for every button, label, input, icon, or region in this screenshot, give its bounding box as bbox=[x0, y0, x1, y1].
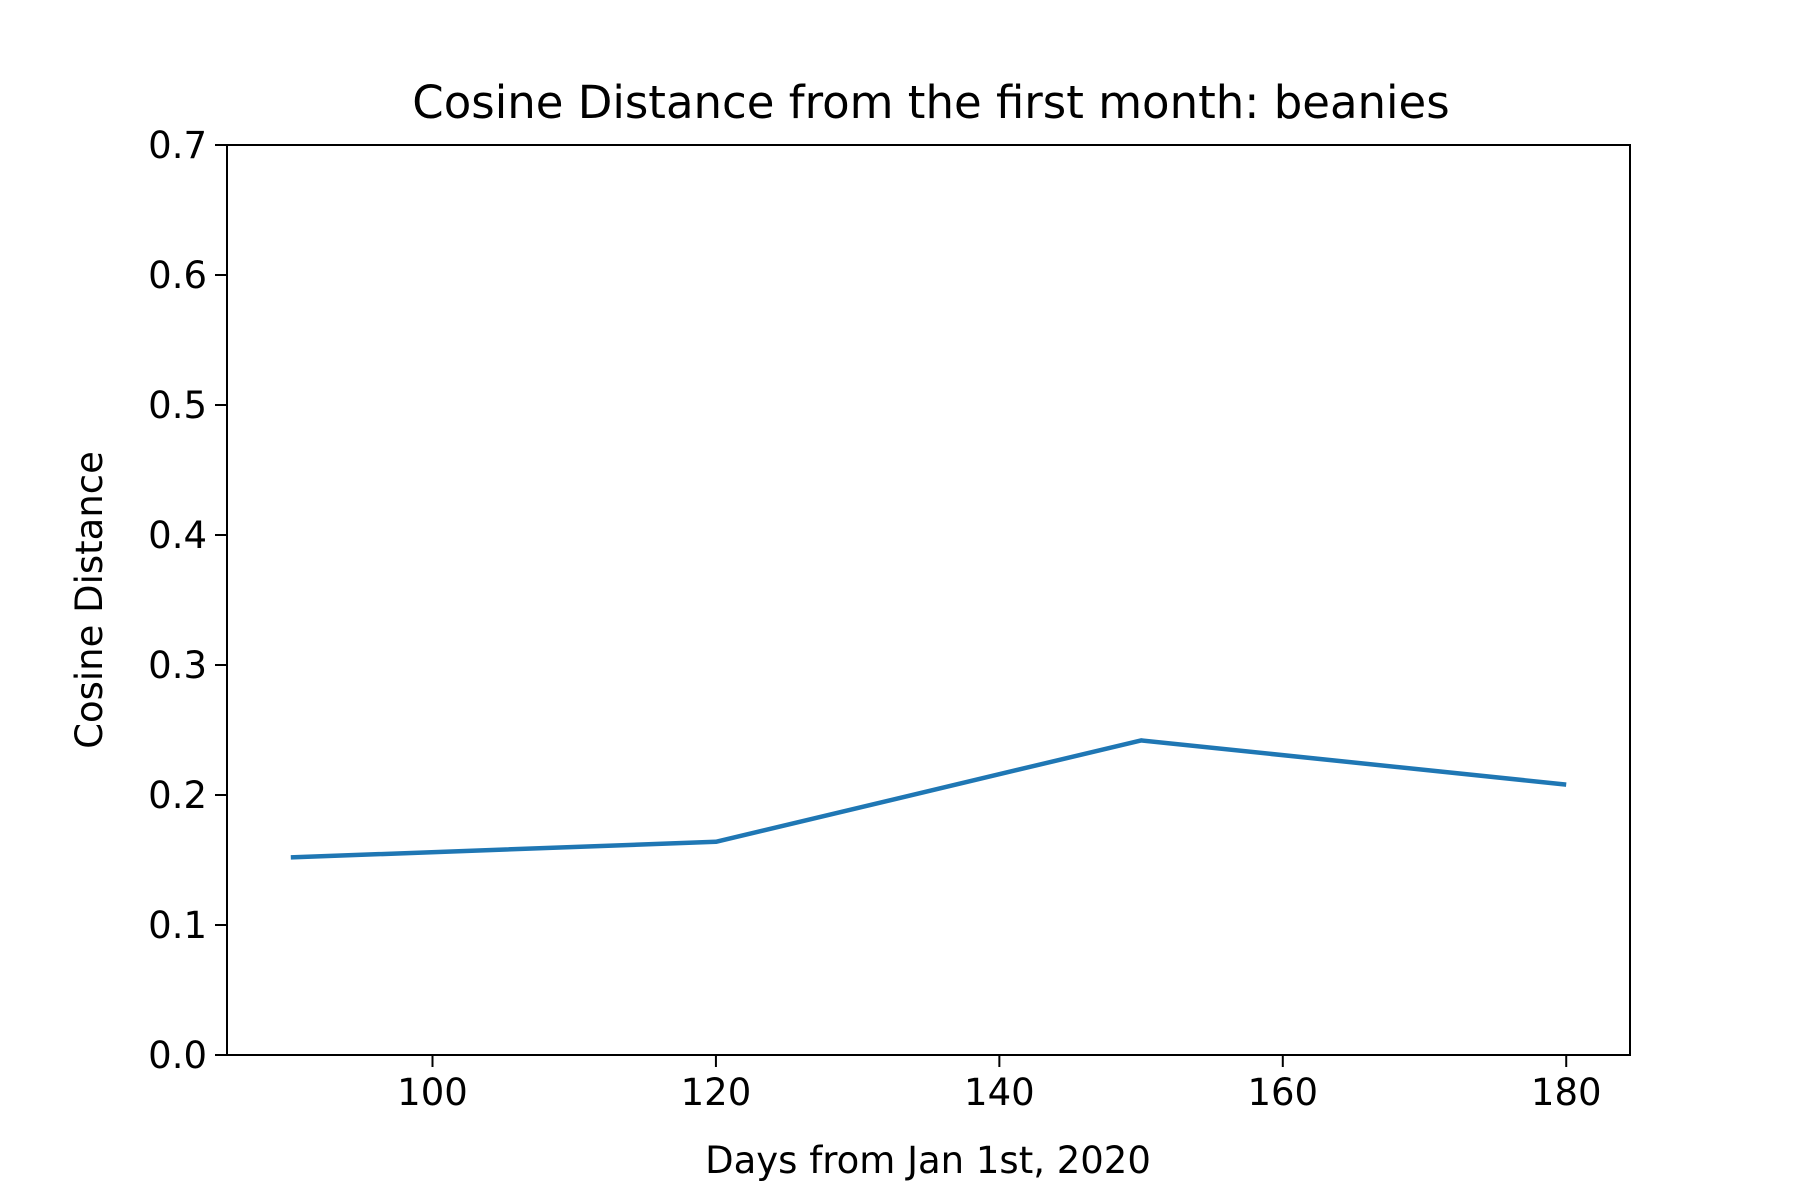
series-line bbox=[290, 738, 1567, 860]
y-tick-label: 0.1 bbox=[148, 904, 207, 947]
y-tick-label: 0.0 bbox=[148, 1034, 207, 1077]
x-tick-label: 160 bbox=[1247, 1071, 1318, 1114]
x-tick-label: 140 bbox=[964, 1071, 1035, 1114]
y-tick-label: 0.4 bbox=[148, 514, 207, 557]
x-axis-ticks: 100 120 140 160 180 bbox=[397, 1055, 1602, 1114]
y-tick-label: 0.2 bbox=[148, 774, 207, 817]
y-tick-label: 0.3 bbox=[148, 644, 207, 687]
x-tick-label: 100 bbox=[397, 1071, 468, 1114]
x-axis-label: Days from Jan 1st, 2020 bbox=[705, 1139, 1151, 1182]
x-tick-label: 180 bbox=[1531, 1071, 1602, 1114]
y-axis-label: Cosine Distance bbox=[68, 451, 111, 749]
series-group bbox=[290, 738, 1567, 860]
chart-title: Cosine Distance from the first month: be… bbox=[412, 76, 1449, 129]
plot-frame bbox=[226, 144, 1631, 1056]
y-tick-label: 0.5 bbox=[148, 384, 207, 427]
y-tick-label: 0.6 bbox=[148, 254, 207, 297]
y-axis-ticks: 0.0 0.1 0.2 0.3 0.4 0.5 0.6 0.7 bbox=[148, 124, 227, 1077]
x-tick-label: 120 bbox=[681, 1071, 752, 1114]
y-tick-label: 0.7 bbox=[148, 124, 207, 167]
